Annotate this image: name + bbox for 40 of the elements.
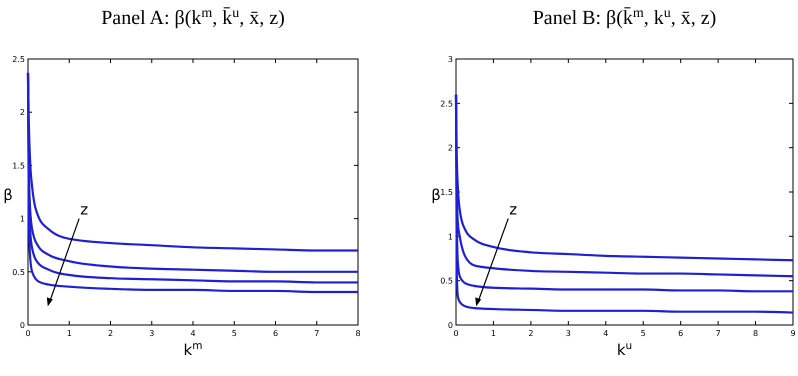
chart-title: Panel A: β(k$^{m}$, k̄$^{u}$, x̄, z) <box>101 6 285 29</box>
y-tick-label: 1.5 <box>12 161 25 170</box>
x-tick-label: 2 <box>528 329 534 338</box>
x-tick-label: 5 <box>232 329 237 338</box>
x-tick-label: 8 <box>753 329 758 338</box>
annotation: z <box>80 200 88 219</box>
y-tick-label: 2.5 <box>440 99 453 108</box>
x-tick-label: 1 <box>66 329 72 338</box>
x-tick-label: 7 <box>716 329 721 338</box>
x-tick-label: 0 <box>453 329 459 338</box>
x-tick-label: 2 <box>108 329 114 338</box>
x-tick-label: 3 <box>566 329 571 338</box>
y-tick-label: 0.5 <box>12 268 25 277</box>
x-tick-label: 3 <box>149 329 154 338</box>
y-tick-label: 0.5 <box>440 276 453 286</box>
y-axis-title: β <box>3 186 13 204</box>
x-tick-label: 8 <box>355 329 361 338</box>
x-tick-label: 6 <box>678 329 684 338</box>
annotation: z <box>509 200 518 219</box>
x-tick-label: 0 <box>25 329 31 338</box>
x-tick-label: 4 <box>190 329 196 338</box>
x-tick-label: 6 <box>272 329 278 338</box>
x-tick-label: 5 <box>640 329 646 338</box>
y-tick-label: 3 <box>448 55 453 64</box>
y-tick-label: 2 <box>448 144 453 153</box>
x-axis-title: k$^{u}$ <box>616 340 632 359</box>
x-tick-label: 7 <box>314 329 320 338</box>
y-tick-label: 1 <box>448 232 453 242</box>
y-tick-label: 1 <box>20 214 25 224</box>
chart-title: Panel B: β(k̄$^{m}$, k$^{u}$, x̄, z) <box>532 6 716 29</box>
y-tick-label: 0 <box>448 321 453 330</box>
x-tick-label: 1 <box>490 329 496 338</box>
x-axis-title: k$^{m}$ <box>184 340 202 359</box>
y-axis-title: β <box>431 186 441 204</box>
y-tick-label: 1.5 <box>440 188 453 197</box>
y-tick-label: 2.5 <box>12 55 25 64</box>
y-tick-label: 2 <box>20 108 25 118</box>
x-tick-label: 4 <box>603 329 608 338</box>
x-tick-label: 9 <box>790 329 796 338</box>
y-tick-label: 0 <box>20 321 25 330</box>
